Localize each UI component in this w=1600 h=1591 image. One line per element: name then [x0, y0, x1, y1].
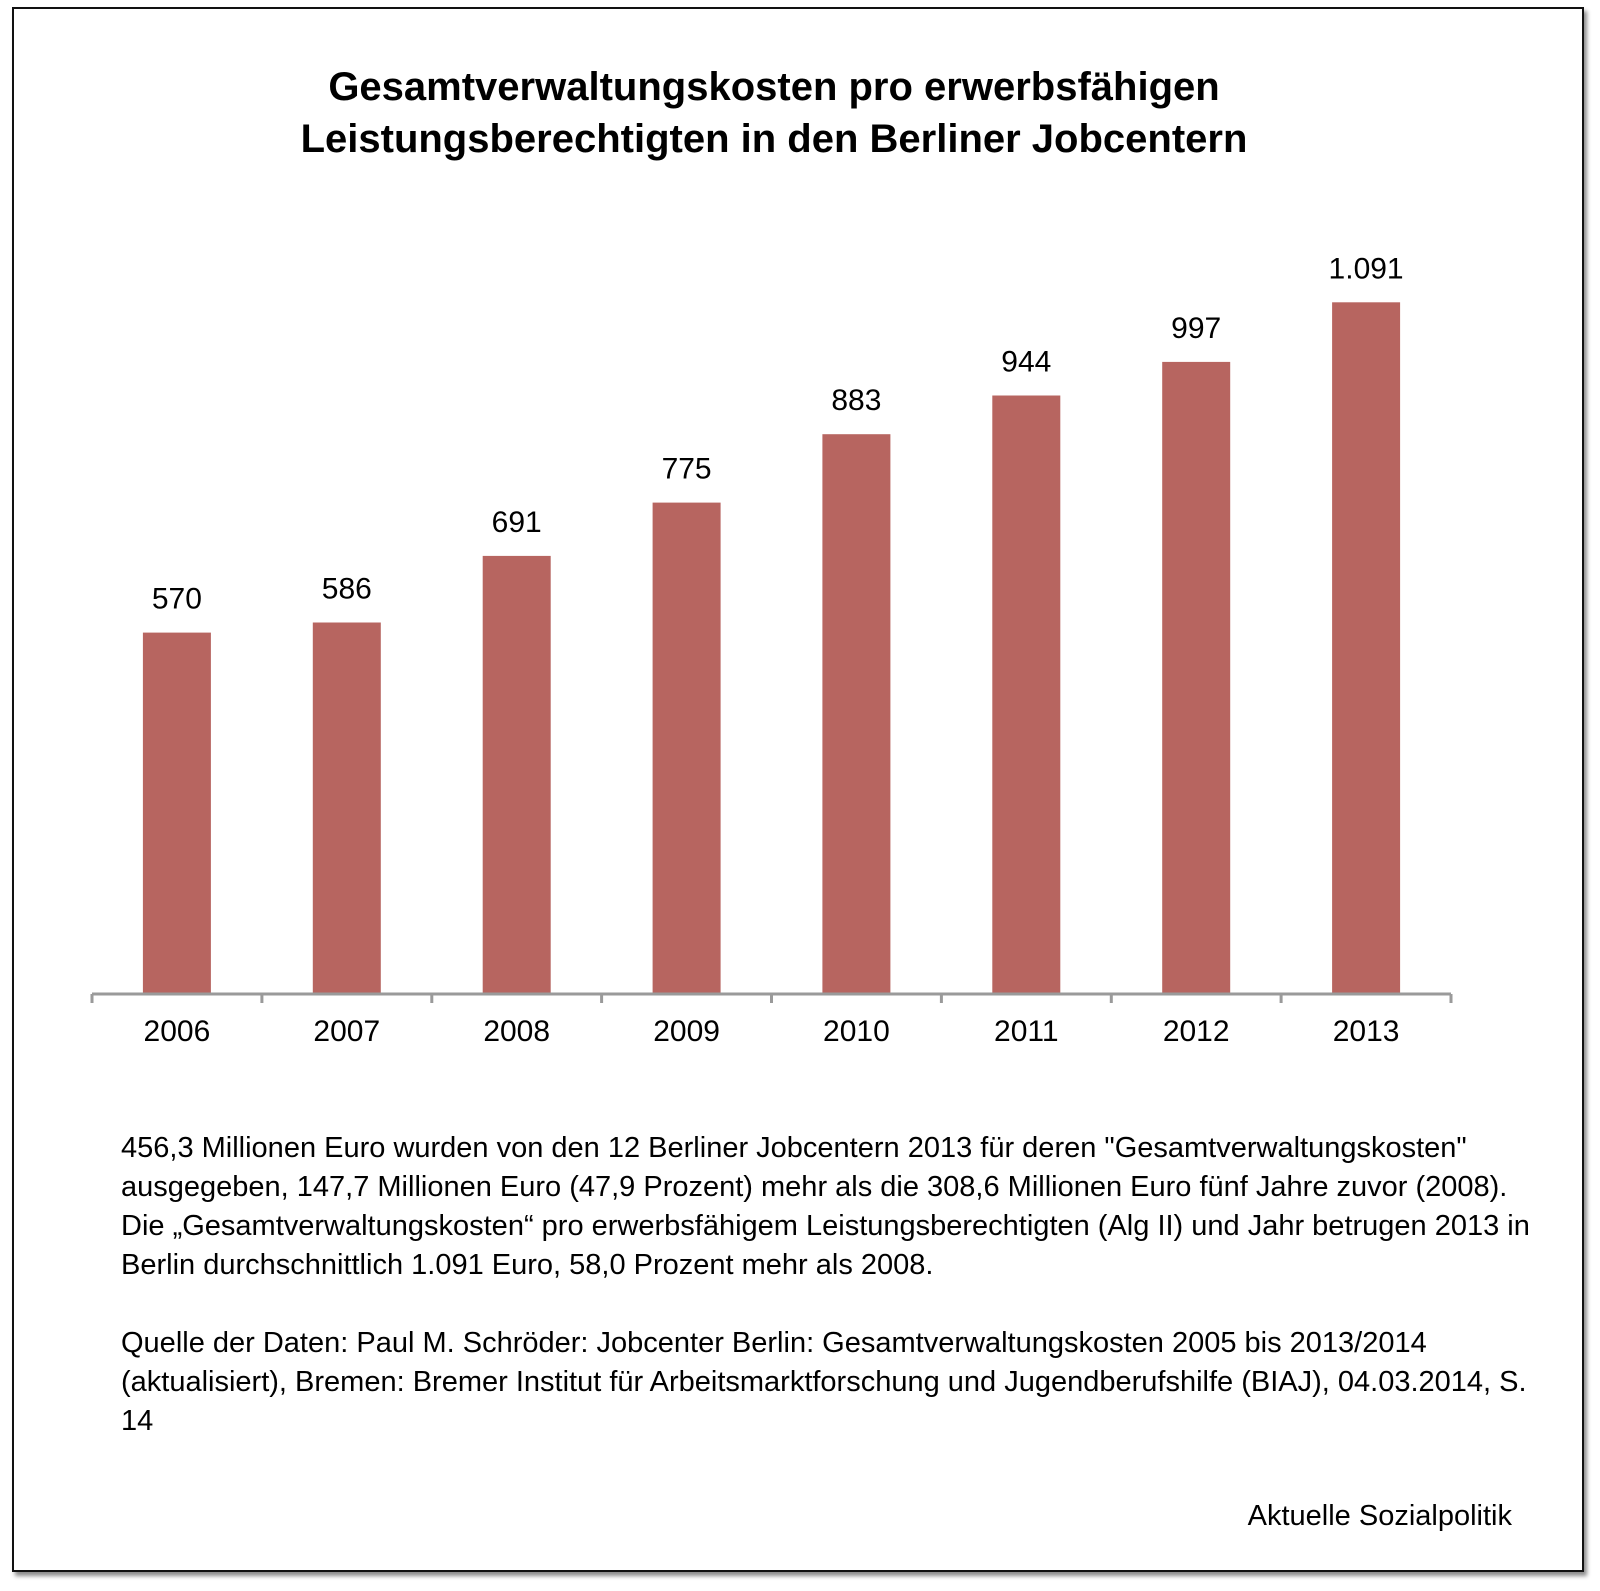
data-label-2007: 586 [322, 573, 372, 606]
bar-2007 [312, 622, 381, 994]
x-tick-label-2013: 2013 [1333, 1015, 1400, 1048]
x-tick-label-2006: 2006 [144, 1015, 211, 1048]
x-tick-label-2007: 2007 [313, 1015, 380, 1048]
bar-2012 [1162, 361, 1231, 994]
bar-2006 [142, 632, 211, 994]
labels-layer: 570 2006 586 2007 691 2008 775 2009 883 2010 944 20… [144, 252, 1404, 1048]
description-paragraph-2: Die „Gesamtverwaltungskosten“ pro erwerb… [121, 1210, 1530, 1281]
chart-title-line-1: Gesamtverwaltungskosten pro erwerbsfähig… [328, 65, 1220, 109]
bar-2008 [482, 555, 551, 994]
x-tick-label-2012: 2012 [1163, 1015, 1230, 1048]
data-source-note: Quelle der Daten: Paul M. Schröder: Jobc… [121, 1327, 1527, 1437]
data-label-2012: 997 [1171, 312, 1221, 345]
data-label-2008: 691 [492, 506, 542, 539]
data-label-2006: 570 [152, 583, 202, 616]
chart-description: 456,3 Millionen Euro wurden von den 12 B… [121, 1129, 1541, 1441]
bar-2011 [992, 395, 1061, 994]
bar-2013 [1332, 302, 1401, 994]
bar-chart: 570 2006 586 2007 691 2008 775 2009 883 2010 944 20… [90, 252, 1453, 1048]
chart-frame: Gesamtverwaltungskosten pro erwerbsfähig… [12, 7, 1584, 1572]
chart-title-line-2: Leistungsberechtigten in den Berliner Jo… [300, 117, 1248, 161]
x-axis [90, 992, 1453, 1003]
x-tick-label-2008: 2008 [483, 1015, 550, 1048]
data-label-2013: 1.091 [1329, 252, 1404, 285]
x-tick-label-2011: 2011 [994, 1015, 1059, 1048]
bar-2009 [652, 502, 721, 994]
x-tick-label-2009: 2009 [653, 1015, 720, 1048]
data-label-2009: 775 [662, 453, 712, 486]
data-label-2010: 883 [831, 384, 881, 417]
chart-title: Gesamtverwaltungskosten pro erwerbsfähig… [14, 61, 1534, 165]
bar-2010 [822, 434, 891, 994]
bars-layer [142, 302, 1401, 994]
publisher-credit: Aktuelle Sozialpolitik [1247, 1500, 1512, 1532]
data-label-2011: 944 [1001, 346, 1051, 379]
x-tick-label-2010: 2010 [823, 1015, 890, 1048]
description-paragraph-1: 456,3 Millionen Euro wurden von den 12 B… [121, 1132, 1508, 1203]
